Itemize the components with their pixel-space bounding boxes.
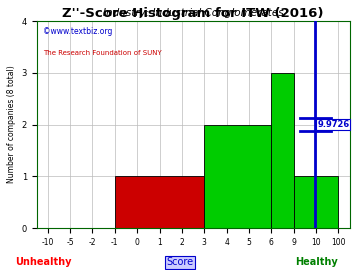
Text: ©www.textbiz.org: ©www.textbiz.org bbox=[43, 27, 112, 36]
Bar bbox=[115, 176, 204, 228]
Text: The Research Foundation of SUNY: The Research Foundation of SUNY bbox=[43, 50, 162, 56]
Text: Unhealthy: Unhealthy bbox=[15, 257, 71, 267]
Bar bbox=[294, 176, 338, 228]
Text: Healthy: Healthy bbox=[296, 257, 338, 267]
Text: 9.9726: 9.9726 bbox=[317, 120, 350, 129]
Y-axis label: Number of companies (8 total): Number of companies (8 total) bbox=[7, 66, 16, 184]
Text: Score: Score bbox=[166, 257, 194, 267]
Bar bbox=[204, 125, 271, 228]
Title: Z''-Score Histogram for ITW (2016): Z''-Score Histogram for ITW (2016) bbox=[62, 7, 324, 20]
Bar bbox=[271, 73, 294, 228]
Text: Industry: Industrial Conglomerates: Industry: Industrial Conglomerates bbox=[103, 8, 283, 18]
